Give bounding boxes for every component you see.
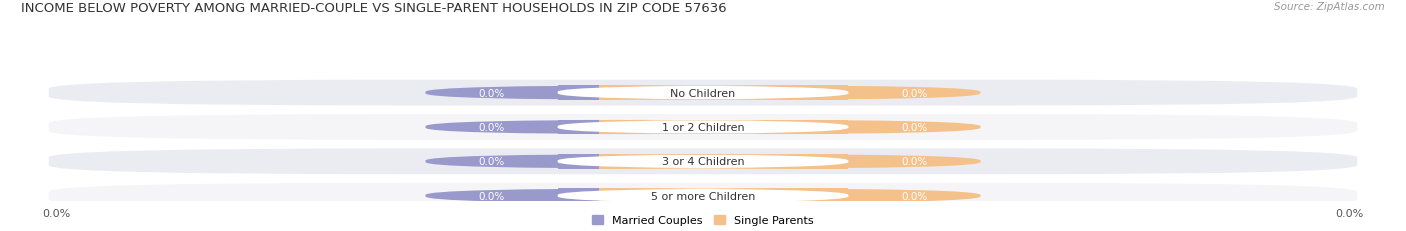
Text: 3 or 4 Children: 3 or 4 Children: [662, 157, 744, 167]
Bar: [558, 86, 807, 100]
Text: 0.0%: 0.0%: [42, 208, 70, 218]
Text: 0.0%: 0.0%: [478, 191, 505, 201]
Text: INCOME BELOW POVERTY AMONG MARRIED-COUPLE VS SINGLE-PARENT HOUSEHOLDS IN ZIP COD: INCOME BELOW POVERTY AMONG MARRIED-COUPL…: [21, 2, 727, 15]
Bar: [599, 189, 848, 203]
Text: 5 or more Children: 5 or more Children: [651, 191, 755, 201]
Text: 0.0%: 0.0%: [901, 191, 928, 201]
Bar: [558, 155, 807, 169]
Text: 0.0%: 0.0%: [901, 157, 928, 167]
FancyBboxPatch shape: [49, 149, 1357, 174]
FancyBboxPatch shape: [426, 189, 807, 203]
Bar: [558, 120, 807, 135]
FancyBboxPatch shape: [599, 155, 980, 169]
FancyBboxPatch shape: [599, 120, 980, 135]
FancyBboxPatch shape: [426, 120, 807, 135]
Bar: [599, 120, 848, 135]
Text: 0.0%: 0.0%: [478, 157, 505, 167]
Text: 0.0%: 0.0%: [901, 88, 928, 98]
Text: 0.0%: 0.0%: [478, 88, 505, 98]
FancyBboxPatch shape: [599, 189, 980, 203]
FancyBboxPatch shape: [49, 183, 1357, 209]
FancyBboxPatch shape: [558, 155, 848, 169]
Text: 0.0%: 0.0%: [901, 122, 928, 132]
FancyBboxPatch shape: [426, 155, 807, 169]
FancyBboxPatch shape: [49, 80, 1357, 106]
Bar: [599, 155, 848, 169]
Text: 0.0%: 0.0%: [478, 122, 505, 132]
Text: 0.0%: 0.0%: [1336, 208, 1364, 218]
FancyBboxPatch shape: [558, 86, 848, 100]
Bar: [558, 189, 807, 203]
Text: No Children: No Children: [671, 88, 735, 98]
Bar: [599, 86, 848, 100]
FancyBboxPatch shape: [599, 86, 980, 100]
Text: Source: ZipAtlas.com: Source: ZipAtlas.com: [1274, 2, 1385, 12]
FancyBboxPatch shape: [558, 189, 848, 203]
Legend: Married Couples, Single Parents: Married Couples, Single Parents: [592, 215, 814, 225]
FancyBboxPatch shape: [558, 120, 848, 135]
Text: 1 or 2 Children: 1 or 2 Children: [662, 122, 744, 132]
FancyBboxPatch shape: [49, 115, 1357, 140]
FancyBboxPatch shape: [426, 86, 807, 100]
